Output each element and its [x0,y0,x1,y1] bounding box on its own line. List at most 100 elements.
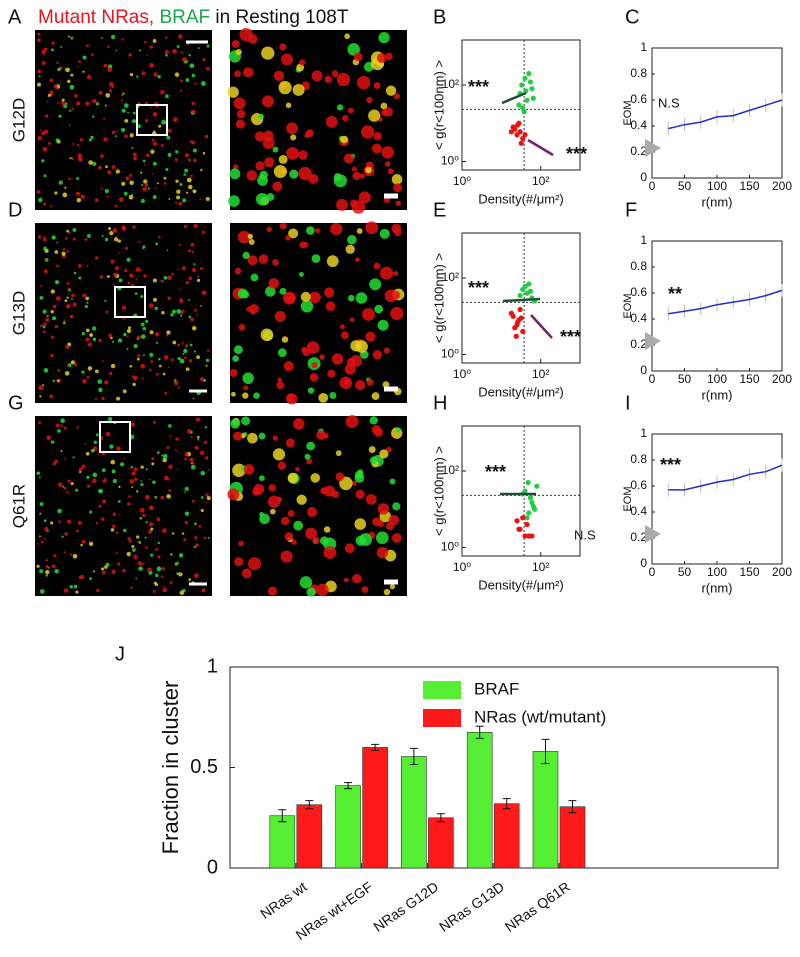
fluorescent-spot [174,449,177,452]
fluorescent-spot [78,467,83,472]
fluorescent-spot [373,132,382,141]
panel-letter: D [8,199,22,221]
fluorescent-spot [298,150,308,160]
fluorescent-spot [154,187,157,190]
error-bar [344,782,353,790]
fluorescent-spot [110,34,116,40]
fluorescent-spot [184,452,189,457]
scatter-point [518,140,524,146]
fluorescent-spot [72,143,75,145]
fluorescent-spot [373,82,381,90]
fluorescent-spot [53,84,58,89]
fluorescent-spot [243,464,255,475]
fluorescent-spot [54,324,59,329]
fluorescent-spot [144,183,149,188]
fluorescent-spot [156,566,162,572]
legend-swatch [423,681,461,699]
fluorescent-spot [121,181,126,186]
fluorescent-spot [115,169,120,174]
fluorescent-spot [278,81,292,95]
zoom-box [136,104,168,136]
fluorescent-spot [126,348,129,351]
fluorescent-spot [241,416,251,426]
fluorescent-spot [156,182,159,185]
fluorescent-spot [195,417,201,422]
fluorescent-spot [207,468,210,471]
fluorescent-spot [46,315,49,318]
fluorescent-spot [50,205,53,208]
fluorescent-spot [352,171,361,181]
fluorescent-spot [179,358,185,364]
fluorescent-spot [95,521,99,525]
fluorescent-spot [101,570,106,575]
fluorescent-spot [78,470,82,474]
fluorescent-spot [115,135,118,138]
fluorescent-spot [38,476,41,479]
fluorescent-spot [366,96,373,104]
fluorescent-spot [190,242,195,247]
fluorescent-spot [148,303,154,308]
fluorescent-spot [176,309,181,314]
fluorescent-spot [140,334,146,339]
scatter-point [512,325,518,331]
fluorescent-spot [191,101,195,106]
fluorescent-spot [43,202,47,206]
x-tick-label: 150 [739,372,759,386]
fluorescent-spot [166,249,169,252]
fluorescent-spot [116,446,121,451]
fluorescent-spot [196,355,200,359]
fluorescent-spot [149,45,153,49]
scatter-point [525,479,531,486]
fluorescent-spot [201,230,205,234]
fluorescent-spot [55,423,60,428]
fluorescent-spot [110,363,116,369]
fluorescent-spot [179,590,185,596]
fluorescent-spot [42,146,48,152]
fluorescent-spot [133,156,137,161]
fluorescent-spot [359,533,372,546]
fluorescent-spot [63,426,67,430]
fluorescent-spot [50,48,54,52]
fluorescent-spot [160,90,165,95]
fluorescent-spot [143,274,147,278]
fluorescent-spot [137,124,141,129]
fluorescent-spot [150,553,154,557]
fluorescent-spot [81,331,85,336]
fluorescent-spot [162,587,167,593]
fluorescent-spot [104,237,109,242]
fluorescent-spot [172,117,178,122]
fluorescent-spot [88,541,94,546]
fluorescent-spot [121,93,124,97]
fluorescent-spot [170,358,174,362]
fluorescent-spot [39,535,41,538]
fluorescent-spot [277,377,282,382]
fluorescent-spot [148,478,151,481]
x-axis-label: r(nm) [701,194,732,209]
fluorescent-spot [85,328,90,333]
fluorescent-spot [107,416,113,422]
scatter-point [508,129,514,135]
x-tick-label: 150 [739,179,759,193]
fluorescent-spot [343,577,349,583]
fluorescent-spot [68,177,71,181]
fluorescent-spot [309,372,319,382]
fluorescent-spot [339,324,345,330]
fluorescent-spot [108,227,111,230]
fluorescent-spot [167,296,171,301]
fluorescent-spot [286,393,294,402]
fluorescent-spot [189,457,194,462]
fluorescent-spot [76,177,79,181]
fluorescent-spot [49,394,54,399]
fluorescent-spot [178,572,183,577]
fluorescent-spot [142,326,147,331]
fluorescent-spot [272,435,278,441]
fluorescent-spot [260,328,274,342]
fluorescent-spot [385,52,393,60]
scatter-point [522,283,528,290]
fluorescent-spot [177,356,181,361]
fluorescent-spot [63,486,67,490]
fluorescent-spot [86,265,89,268]
scatter-point [527,288,534,294]
fluorescent-spot [41,159,45,163]
fluorescent-spot [306,587,316,597]
